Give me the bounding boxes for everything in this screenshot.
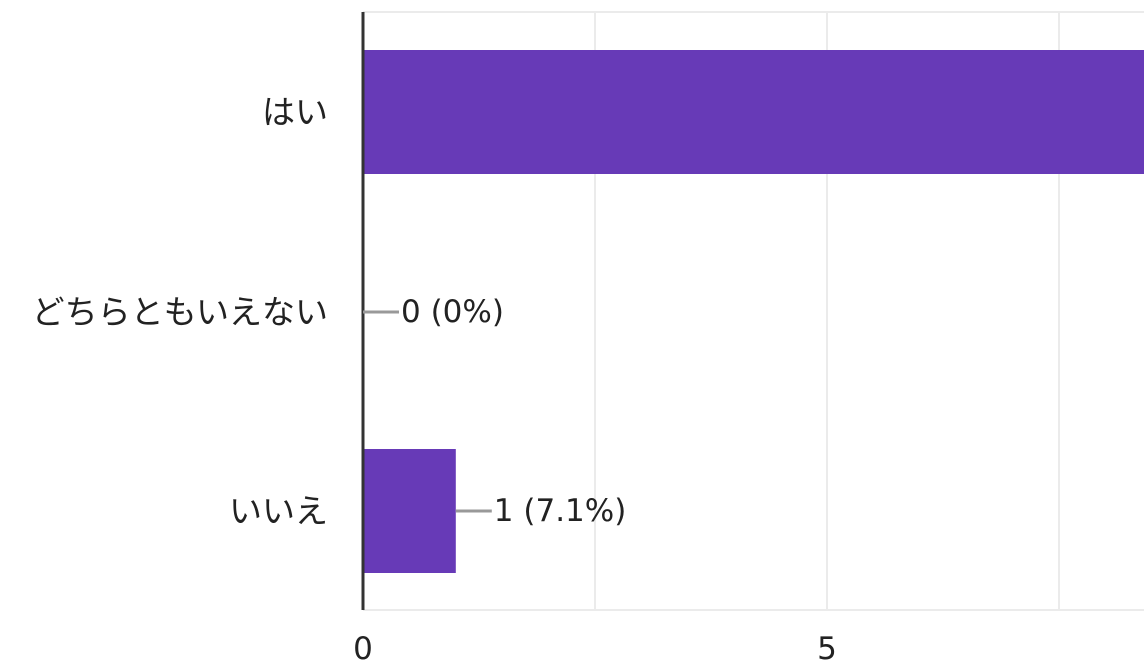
data-label-2: 0 (0%) xyxy=(401,294,504,330)
bar-1 xyxy=(363,50,1144,174)
bar-3 xyxy=(363,449,456,573)
category-label-3: いいえ xyxy=(229,492,328,531)
category-label-2: どちらともいえない xyxy=(32,293,328,332)
x-tick-label-1: 0 xyxy=(353,631,373,665)
data-label-3: 1 (7.1%) xyxy=(494,493,627,529)
x-tick-label-2: 5 xyxy=(817,631,837,665)
category-label-1: はい xyxy=(262,93,328,132)
bar-layer xyxy=(363,50,1144,573)
